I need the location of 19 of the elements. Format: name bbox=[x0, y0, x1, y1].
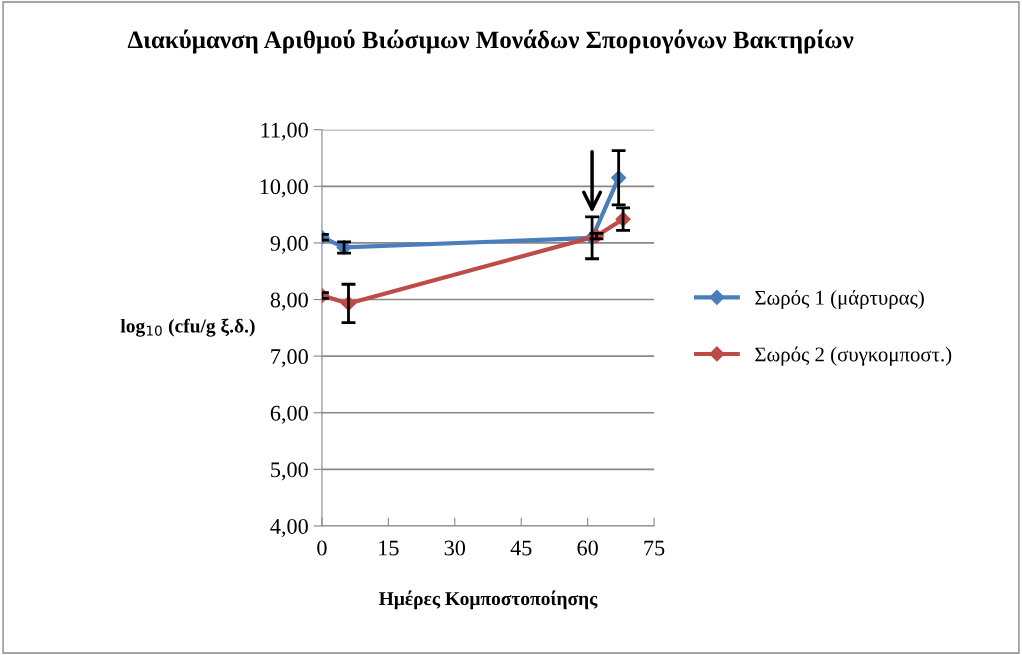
y-tick-label: 11,00 bbox=[261, 122, 308, 141]
legend-label: Σωρός 1 (μάρτυρας) bbox=[755, 289, 924, 310]
x-axis-title: Ημέρες Κομποστοποίησης bbox=[379, 590, 598, 610]
x-tick-label: 15 bbox=[379, 540, 399, 556]
y-tick-label: 7,00 bbox=[271, 349, 308, 368]
y-tick-label: 5,00 bbox=[271, 462, 308, 481]
y-tick-label: 9,00 bbox=[270, 235, 308, 255]
y-tick-label: 10,00 bbox=[260, 179, 308, 198]
x-tick-label: 45 bbox=[510, 540, 532, 556]
y-tick-label: 4,00 bbox=[270, 518, 308, 538]
y-axis-title: log$_{10}$ (cfu/g ξ.δ.) bbox=[120, 318, 255, 337]
x-tick-label: 0 bbox=[317, 540, 327, 556]
y-tick-label: 8,00 bbox=[270, 292, 308, 311]
legend-label: Σωρός 2 (συγκομποστ.) bbox=[755, 346, 952, 366]
chart-title: Διακύμανση Αριθμού Βιώσιμων Μονάδων Σποριογόνων Βακτηρίων bbox=[127, 29, 854, 54]
x-tick-label: 75 bbox=[644, 540, 665, 556]
x-tick-label: 60 bbox=[577, 540, 598, 556]
x-tick-label: 30 bbox=[444, 540, 466, 556]
y-tick-label: 6,00 bbox=[270, 405, 308, 424]
